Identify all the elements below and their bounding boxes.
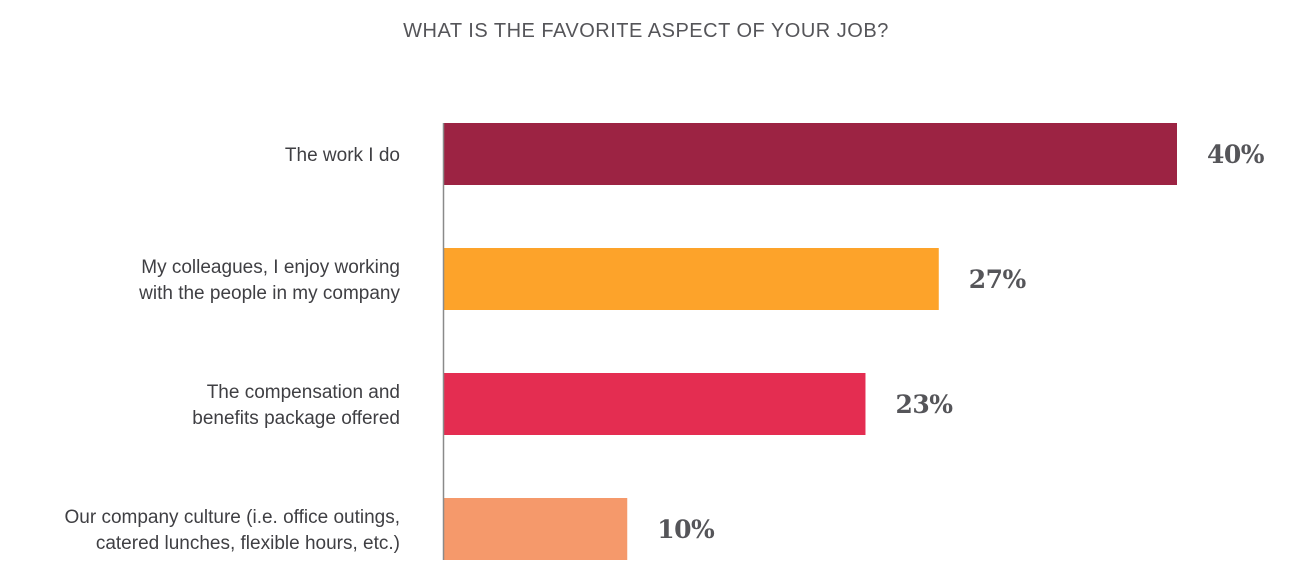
- category-label-3: The compensation and benefits package off…: [192, 382, 400, 429]
- category-label-1: The work I do: [285, 145, 400, 166]
- category-label-line: My colleagues, I enjoy working: [141, 257, 400, 278]
- value-label-4: 10%: [657, 515, 715, 544]
- bar-1: [444, 123, 1177, 185]
- bar-4: [444, 498, 628, 560]
- category-label-line: benefits package offered: [192, 408, 400, 429]
- category-label-4: Our company culture (i.e. office outings…: [65, 507, 400, 554]
- value-label-1: 40%: [1207, 140, 1265, 169]
- category-label-line: with the people in my company: [138, 283, 400, 304]
- value-label-2: 27%: [969, 265, 1027, 294]
- bar-3: [444, 373, 866, 435]
- category-labels: The work I do My colleagues, I enjoy work…: [65, 145, 401, 554]
- value-labels: 40% 27% 23% 10%: [657, 140, 1265, 544]
- category-label-line: The compensation and: [207, 382, 400, 403]
- category-label-2: My colleagues, I enjoy working with the p…: [138, 257, 400, 304]
- bar-2: [444, 248, 939, 310]
- chart-title: WHAT IS THE FAVORITE ASPECT OF YOUR JOB?: [403, 20, 889, 42]
- category-label-line: Our company culture (i.e. office outings…: [65, 507, 400, 528]
- category-label-line: The work I do: [285, 145, 400, 166]
- value-label-3: 23%: [895, 390, 953, 419]
- bars-layer: [444, 123, 1177, 560]
- category-label-line: catered lunches, flexible hours, etc.): [96, 533, 400, 554]
